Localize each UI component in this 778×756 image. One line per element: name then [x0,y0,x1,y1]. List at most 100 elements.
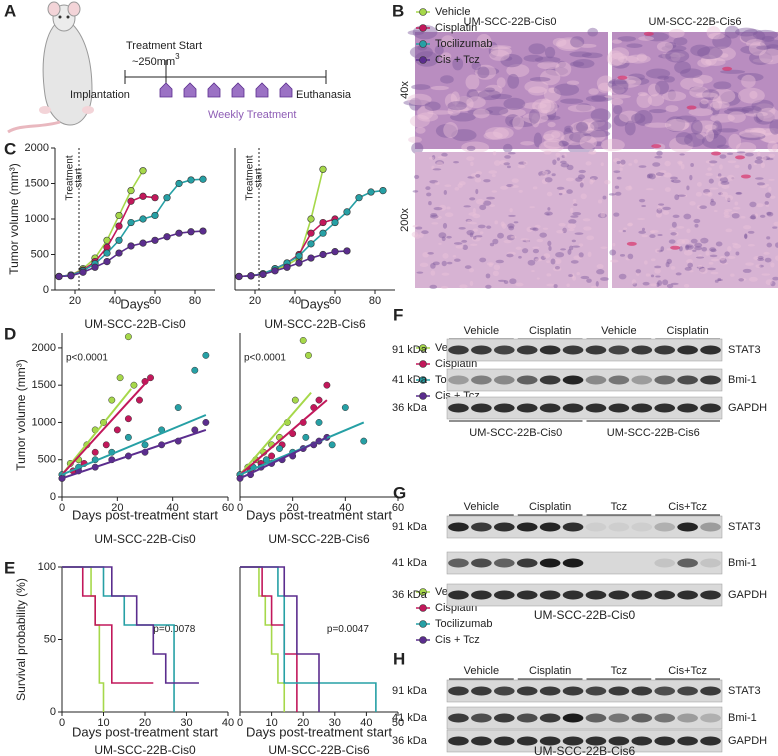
tissue-texture [461,239,468,243]
blot-band [654,403,676,413]
x-tick-label: 80 [189,295,201,307]
tissue-texture [690,119,703,135]
tissue-texture [432,261,440,266]
tissue-texture [419,232,424,238]
tissue-texture [660,246,665,252]
tissue-texture [446,235,452,239]
tissue-texture [719,164,723,170]
histology-image [612,152,778,288]
tissue-texture [506,253,514,258]
tissue-texture [538,99,558,115]
tissue-texture [766,211,774,217]
blot-band [516,345,538,355]
tissue-texture [758,264,764,268]
tissue-texture [503,280,509,285]
tissue-texture [415,226,423,230]
tissue-texture [623,227,628,230]
blot-band [700,403,721,413]
blot-strip [446,729,723,753]
panel-letter: C [4,139,16,158]
tissue-texture [504,155,511,159]
tissue-texture [479,231,484,235]
blot-band [654,736,676,746]
data-point [139,167,147,175]
tissue-texture [573,203,578,207]
tissue-texture [619,253,626,257]
blot-band [493,590,515,600]
x-axis-label: Days [120,296,150,311]
tissue-texture [689,270,694,273]
tissue-texture [572,201,577,207]
data-point [151,194,159,202]
data-point [268,452,276,460]
tissue-texture [731,211,739,215]
tissue-texture [714,279,719,283]
lane-label: Cisplatin [667,325,709,337]
y-axis-label: Tumor volume (mm³) [7,163,21,275]
tissue-texture [753,162,758,166]
tissue-texture [464,265,472,269]
tissue-texture [491,174,496,178]
tissue-texture [715,175,725,179]
blot-band [608,686,630,696]
tissue-texture [670,179,674,183]
tissue-texture [479,204,487,211]
tissue-texture [695,191,703,197]
x-axis-label: Days post-treatment start [246,724,392,739]
tissue-texture [741,74,756,88]
tissue-texture [465,74,480,90]
panel-letter: E [4,558,15,577]
blot-band [539,736,561,746]
tissue-texture [475,173,481,178]
chart-title: UM-SCC-22B-Cis0 [84,317,186,331]
tissue-texture [532,246,540,249]
tissue-texture [435,160,445,166]
tissue-texture [723,214,731,218]
tissue-texture [759,132,778,143]
tissue-texture [532,186,538,190]
tissue-texture [522,102,547,110]
tissue-texture [684,266,692,271]
tissue-texture [563,127,574,142]
legend-marker [419,636,427,644]
tissue-texture [699,100,709,109]
tissue-texture [444,184,452,188]
tissue-texture [573,122,588,132]
tissue-texture [713,81,732,90]
tissue-texture [772,226,778,229]
tissue-texture [455,245,464,249]
tissue-texture [624,120,636,136]
tissue-texture [705,251,710,256]
chart-title: UM-SCC-22B-Cis6 [268,532,370,546]
tissue-texture [492,151,497,156]
label: Implantation [70,89,130,101]
data-point [328,441,336,449]
tissue-texture [604,179,611,185]
x-axis-label: Days post-treatment start [246,507,392,522]
tissue-texture [749,90,758,99]
tissue-texture [470,173,480,178]
blot-band [448,403,469,413]
y-tick-label: 500 [38,454,56,466]
data-point [116,374,124,382]
panel-letter: A [4,1,16,20]
tissue-texture [707,267,716,271]
tissue-texture [506,183,514,188]
tissue-texture [631,279,637,285]
data-point [343,208,351,216]
tissue-texture [689,86,710,99]
panel-letter: G [393,483,406,502]
tissue-texture [567,223,576,229]
tissue-texture [708,46,736,62]
tissue-texture [613,170,621,174]
tissue-texture [620,159,626,165]
tissue-texture [724,251,730,257]
tissue-texture [710,248,717,253]
tissue-texture [589,176,598,181]
tissue-texture [619,110,641,123]
x-tick-label: 0 [59,717,65,729]
tissue-texture [730,273,735,277]
tissue-texture [575,103,592,112]
tissue-texture [486,225,492,229]
tissue-texture [407,93,432,106]
